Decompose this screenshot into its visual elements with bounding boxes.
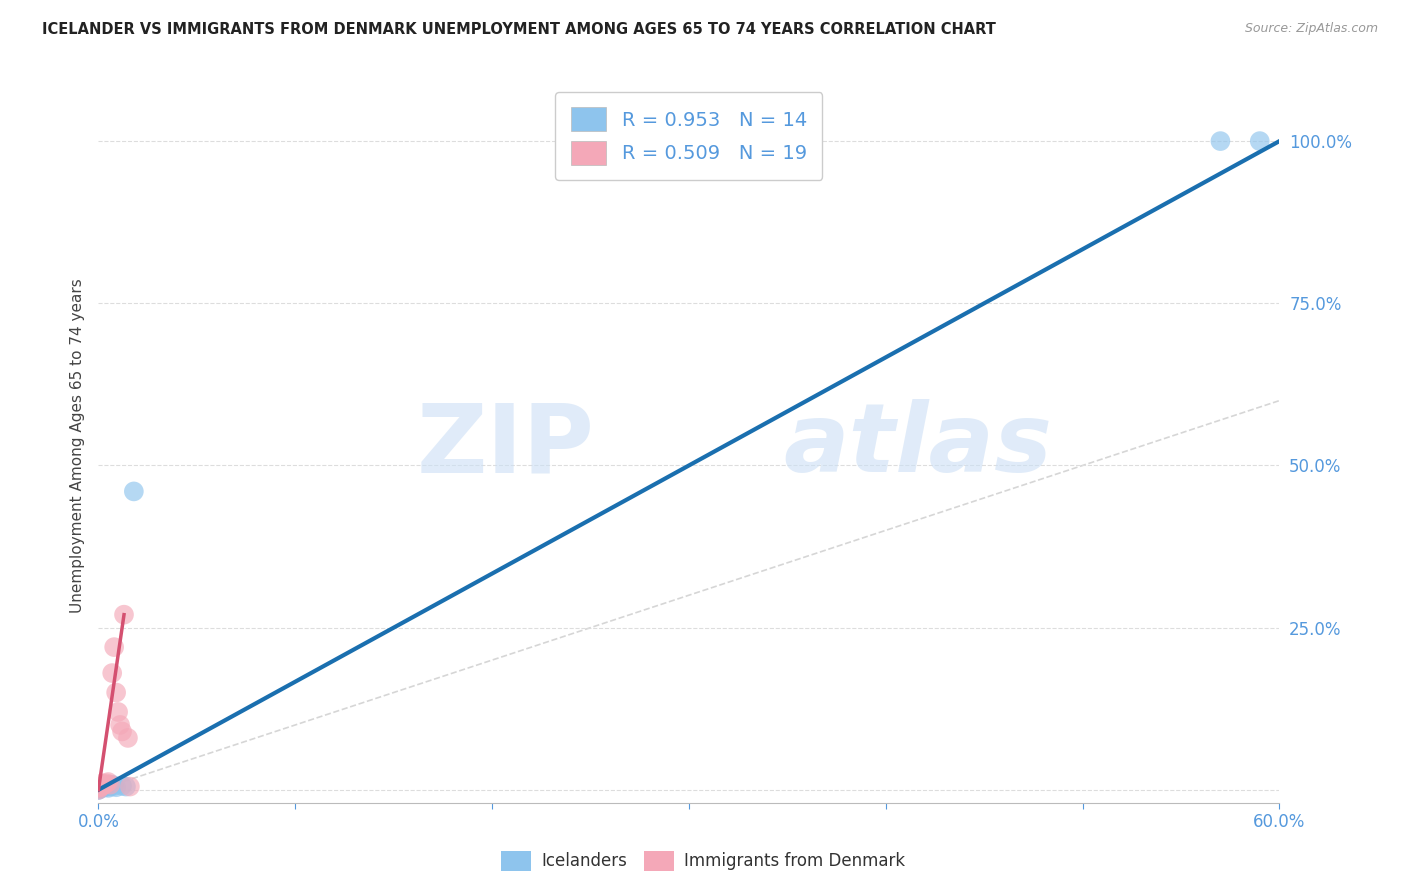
Point bbox=[89, 780, 111, 795]
Point bbox=[93, 780, 115, 795]
Point bbox=[87, 780, 110, 795]
Point bbox=[97, 775, 120, 789]
Point bbox=[105, 780, 128, 795]
Text: atlas: atlas bbox=[783, 400, 1053, 492]
Point bbox=[87, 782, 110, 797]
Point bbox=[96, 776, 118, 790]
Point bbox=[122, 484, 145, 499]
Point bbox=[112, 607, 135, 622]
Point bbox=[107, 705, 129, 719]
Point bbox=[97, 780, 120, 795]
Text: ZIP: ZIP bbox=[416, 400, 595, 492]
Point bbox=[87, 780, 110, 794]
Point bbox=[91, 780, 114, 795]
Point bbox=[93, 778, 115, 792]
Point bbox=[98, 780, 121, 794]
Point bbox=[1249, 134, 1271, 148]
Legend: R = 0.953   N = 14, R = 0.509   N = 19: R = 0.953 N = 14, R = 0.509 N = 19 bbox=[555, 92, 823, 180]
Point bbox=[105, 685, 128, 699]
Point bbox=[91, 776, 114, 790]
Point bbox=[117, 731, 139, 745]
Text: Source: ZipAtlas.com: Source: ZipAtlas.com bbox=[1244, 22, 1378, 36]
Point bbox=[108, 718, 131, 732]
Point bbox=[118, 780, 141, 794]
Point bbox=[98, 778, 121, 792]
Point bbox=[87, 782, 110, 797]
Point bbox=[87, 782, 110, 797]
Point bbox=[1209, 134, 1232, 148]
Point bbox=[103, 640, 125, 654]
Point bbox=[96, 780, 118, 794]
Point bbox=[101, 778, 124, 792]
Point bbox=[111, 724, 134, 739]
Text: ICELANDER VS IMMIGRANTS FROM DENMARK UNEMPLOYMENT AMONG AGES 65 TO 74 YEARS CORR: ICELANDER VS IMMIGRANTS FROM DENMARK UNE… bbox=[42, 22, 995, 37]
Point bbox=[103, 779, 125, 793]
Point bbox=[91, 779, 114, 793]
Y-axis label: Unemployment Among Ages 65 to 74 years: Unemployment Among Ages 65 to 74 years bbox=[69, 278, 84, 614]
Point bbox=[115, 780, 138, 794]
Point bbox=[111, 779, 134, 793]
Legend: Icelanders, Immigrants from Denmark: Icelanders, Immigrants from Denmark bbox=[494, 842, 912, 880]
Point bbox=[87, 780, 110, 795]
Point bbox=[101, 666, 124, 681]
